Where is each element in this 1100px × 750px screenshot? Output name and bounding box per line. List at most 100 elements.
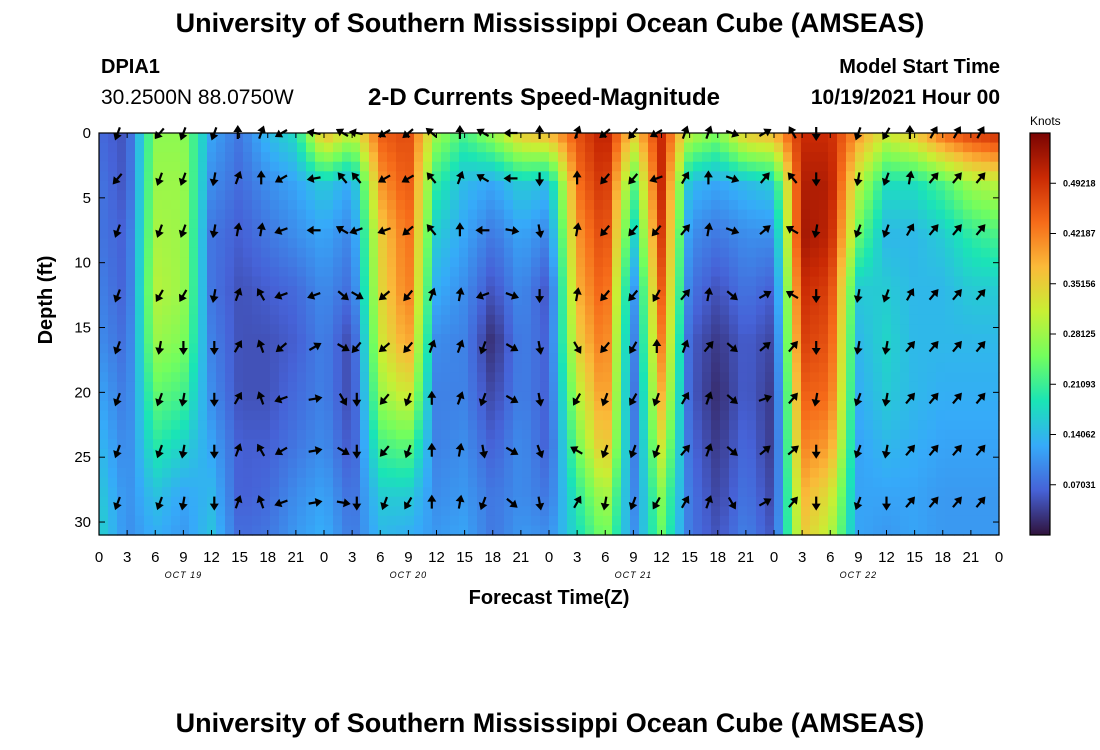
current-arrow	[308, 394, 323, 404]
heatmap-cell	[144, 324, 154, 335]
heatmap-cell	[117, 133, 127, 144]
heatmap-cell	[936, 487, 946, 498]
heatmap-cell	[603, 190, 613, 201]
heatmap-cell	[306, 439, 316, 450]
heatmap-cell	[342, 161, 352, 172]
heatmap-cell	[207, 372, 217, 383]
heatmap-cell	[756, 439, 766, 450]
heatmap-cell	[576, 161, 586, 172]
heatmap-cell	[801, 362, 811, 373]
heatmap-cell	[909, 420, 919, 431]
heatmap-cell	[774, 496, 784, 507]
heatmap-cell	[99, 391, 109, 402]
heatmap-cell	[963, 391, 973, 402]
current-arrow	[811, 127, 821, 141]
heatmap-cell	[99, 515, 109, 527]
heatmap-cell	[846, 238, 856, 249]
arrow-head	[112, 176, 121, 185]
heatmap-cell	[576, 286, 586, 297]
heatmap-cell	[891, 410, 901, 421]
heatmap-cell	[153, 286, 163, 297]
arrow-head	[629, 345, 637, 354]
heatmap-cell	[117, 305, 127, 316]
heatmap-cell	[810, 429, 820, 440]
heatmap-cell	[882, 142, 892, 153]
heatmap-cell	[738, 171, 748, 182]
heatmap-cell	[252, 238, 262, 249]
heatmap-cell	[963, 477, 973, 488]
heatmap-cell	[99, 152, 109, 163]
heatmap-cell	[963, 209, 973, 220]
heatmap-cell	[594, 496, 604, 507]
heatmap-cell	[657, 228, 667, 239]
heatmap-cell	[891, 161, 901, 172]
heatmap-cell	[405, 468, 415, 479]
heatmap-cell	[531, 219, 541, 230]
heatmap-cell	[189, 161, 199, 172]
heatmap-cell	[144, 458, 154, 469]
heatmap-cell	[891, 362, 901, 373]
heatmap-cell	[684, 334, 694, 345]
heatmap-cell	[612, 276, 622, 287]
arrow-head	[729, 447, 738, 456]
heatmap-cell	[828, 429, 838, 440]
heatmap-cell	[459, 247, 469, 259]
heatmap-cell	[333, 267, 343, 278]
heatmap-cell	[504, 161, 514, 172]
heatmap-cell	[108, 410, 118, 421]
heatmap-cell	[243, 468, 253, 479]
heatmap-cell	[594, 477, 604, 488]
heatmap-cell	[297, 238, 307, 249]
current-arrow	[307, 291, 321, 300]
heatmap-cell	[855, 200, 865, 211]
heatmap-cell	[738, 477, 748, 488]
heatmap-cell	[774, 468, 784, 479]
heatmap-cell	[162, 420, 172, 431]
heatmap-cell	[765, 305, 775, 316]
heatmap-cell	[207, 429, 217, 440]
heatmap-cell	[639, 353, 649, 364]
heatmap-cell	[684, 219, 694, 230]
heatmap-cell	[963, 295, 973, 306]
heatmap-cell	[441, 362, 451, 373]
heatmap-cell	[711, 420, 721, 431]
current-arrow	[427, 442, 437, 457]
heatmap-cell	[738, 276, 748, 287]
heatmap-cell	[639, 439, 649, 450]
heatmap-cell	[333, 439, 343, 450]
heatmap-cell	[450, 391, 460, 402]
heatmap-cell	[216, 286, 226, 297]
heatmap-cell	[900, 324, 910, 335]
heatmap-cell	[369, 209, 379, 220]
heatmap-cell	[981, 420, 991, 431]
heatmap-cell	[126, 410, 136, 421]
heatmap-cell	[144, 161, 154, 172]
heatmap-cell	[855, 267, 865, 278]
heatmap-cell	[414, 420, 424, 431]
heatmap-cell	[540, 468, 550, 479]
heatmap-cell	[450, 161, 460, 172]
heatmap-cell	[792, 525, 802, 536]
heatmap-cell	[477, 238, 487, 249]
heatmap-cell	[891, 468, 901, 479]
heatmap-cell	[423, 142, 433, 153]
heatmap-cell	[531, 420, 541, 431]
arrow-head	[455, 125, 465, 132]
heatmap-cell	[540, 286, 550, 297]
heatmap-cell	[639, 228, 649, 239]
heatmap-cell	[495, 420, 505, 431]
heatmap-cell	[216, 343, 226, 354]
current-arrow	[478, 496, 488, 511]
heatmap-cell	[630, 343, 640, 354]
heatmap-cell	[990, 496, 1000, 507]
heatmap-cell	[306, 152, 316, 163]
heatmap-cell	[459, 314, 469, 326]
heatmap-cell	[549, 477, 559, 488]
heatmap-cell	[549, 238, 559, 249]
heatmap-cell	[315, 247, 325, 259]
heatmap-cell	[675, 133, 685, 144]
heatmap-cell	[333, 334, 343, 345]
heatmap-cell	[189, 477, 199, 488]
heatmap-cell	[639, 334, 649, 345]
heatmap-cell	[810, 496, 820, 507]
